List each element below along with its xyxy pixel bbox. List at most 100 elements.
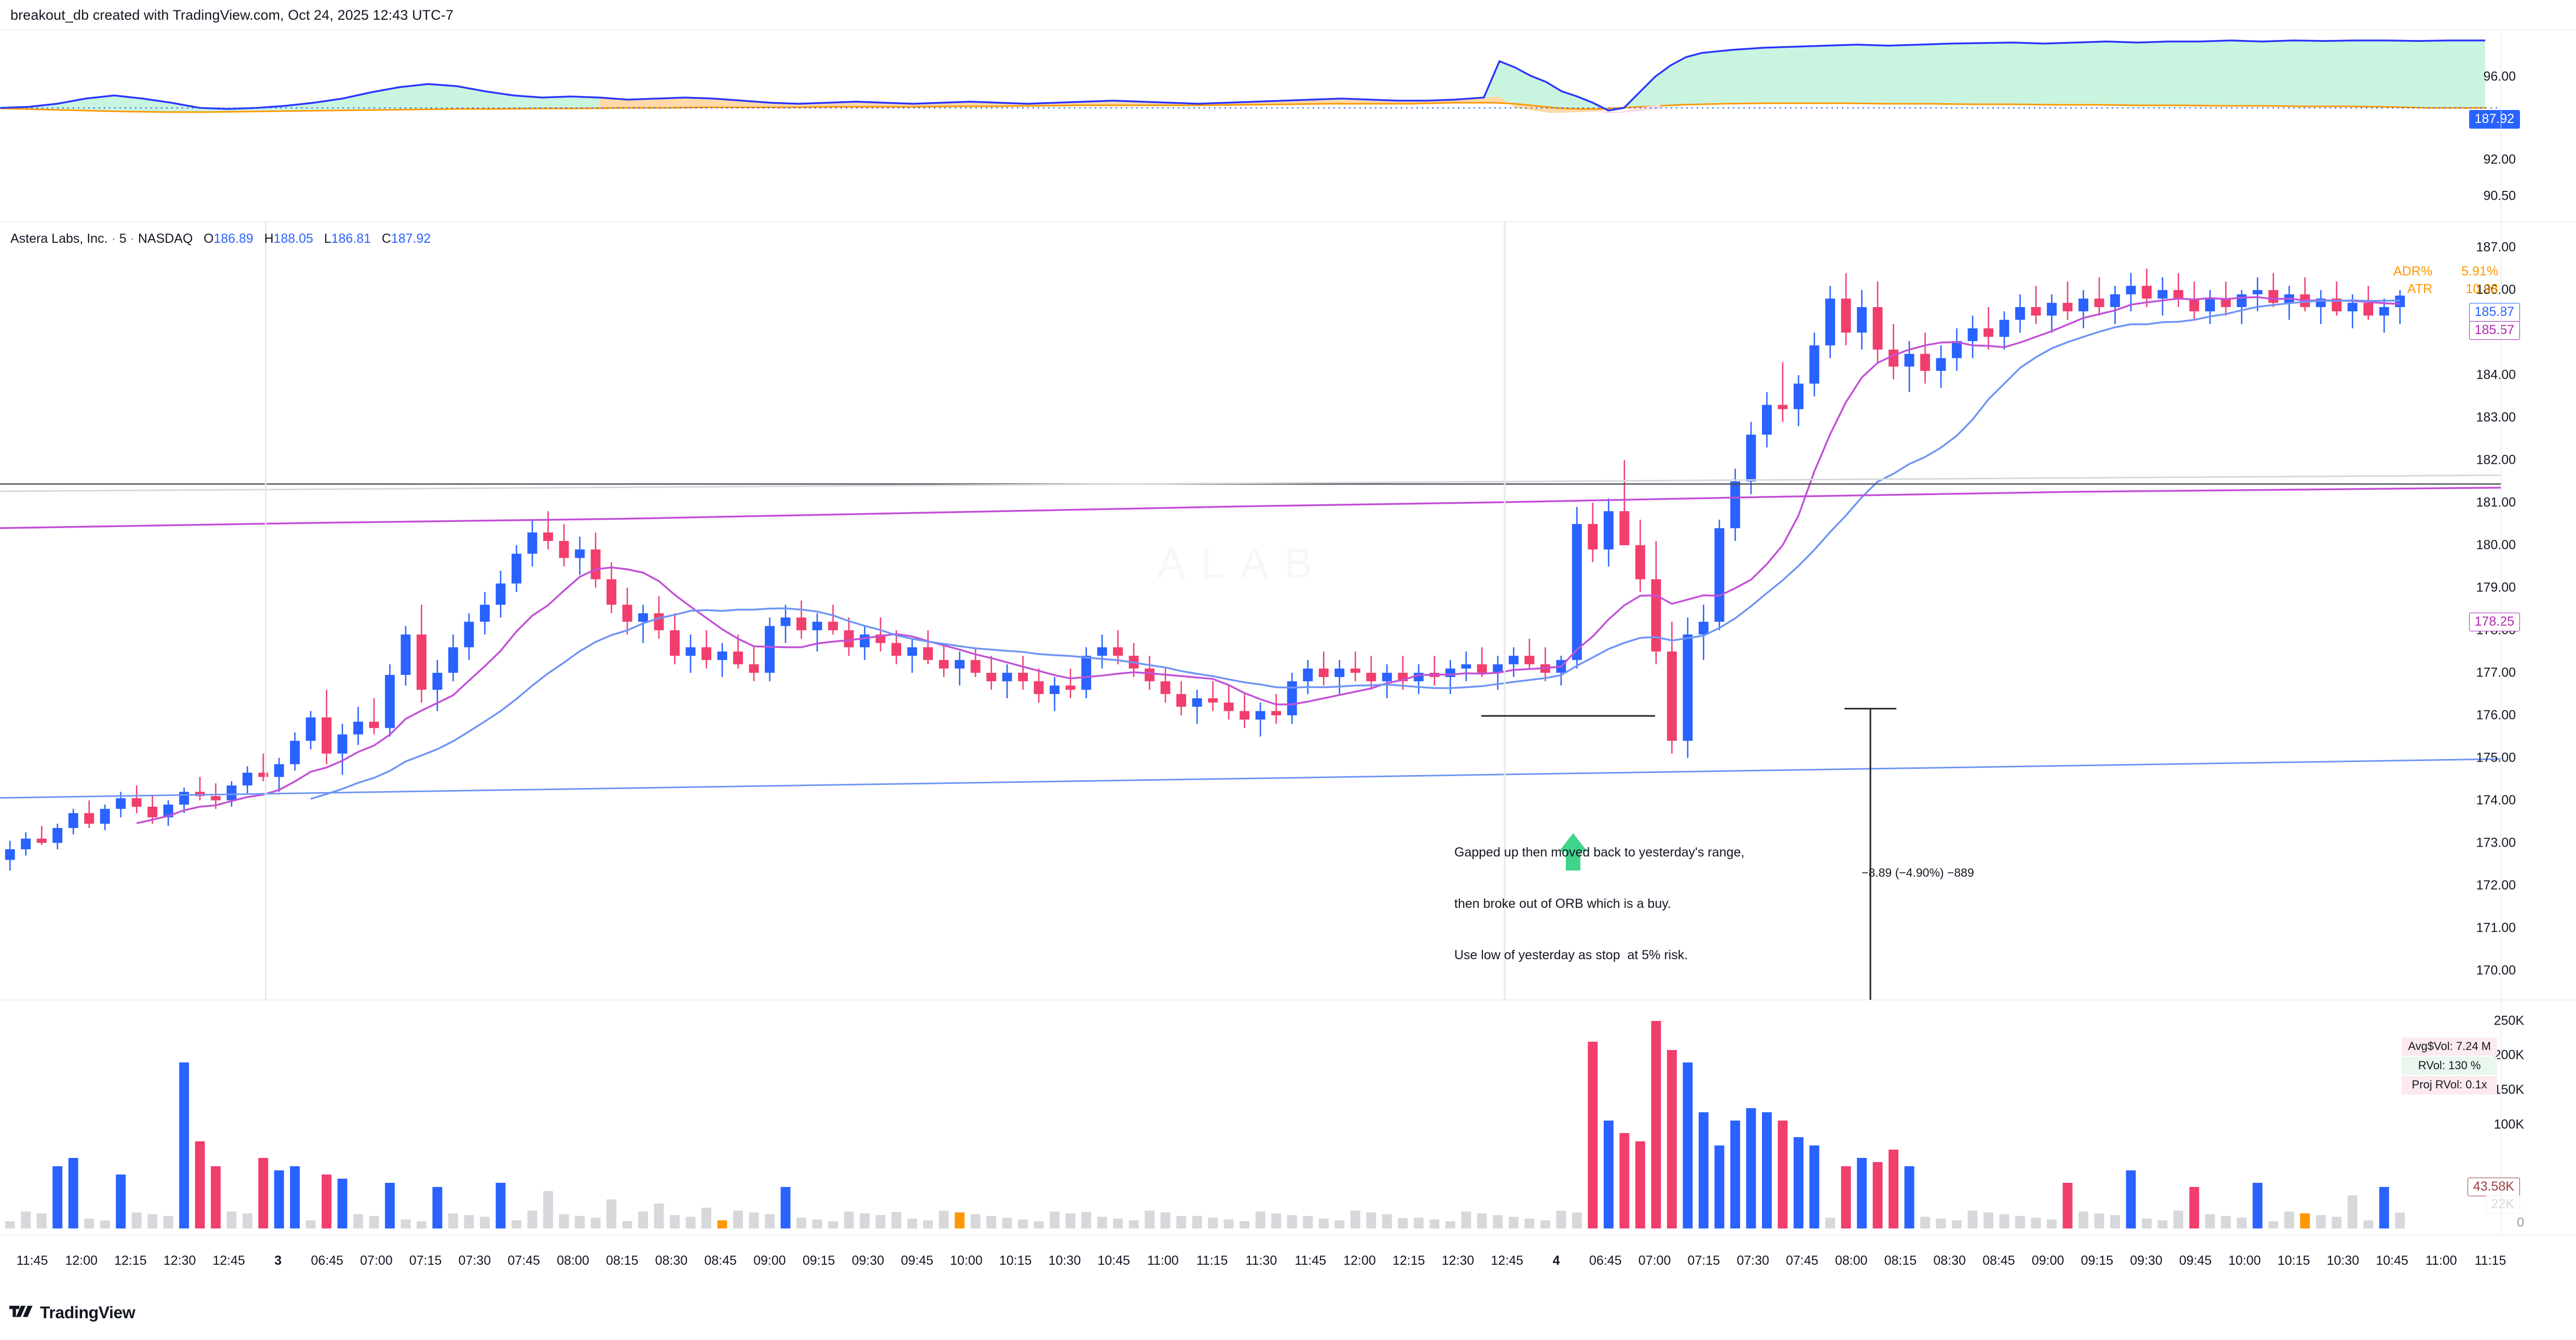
time-axis-tick: 08:45 — [704, 1253, 737, 1268]
volume-bar — [1050, 1211, 1060, 1228]
buy-signal-arrow[interactable] — [1559, 833, 1587, 871]
volume-bar — [432, 1187, 443, 1228]
adr-value: 5.91% — [2461, 264, 2498, 279]
indicator-pane: 96.00 94.00 92.00 90.50 — [0, 30, 2576, 222]
volume-bar — [1809, 1145, 1820, 1228]
volume-badge-average[interactable]: 22K — [2485, 1195, 2520, 1214]
volume-plot-area — [0, 1000, 2501, 1235]
axis-tick-90: 90.50 — [2483, 188, 2516, 203]
level-line-gray — [0, 474, 2501, 492]
price-overlays-svg — [0, 222, 2501, 1000]
volume-bar — [242, 1213, 253, 1228]
atr-value: 10.98 — [2465, 282, 2498, 297]
symbol-interval: 5 — [119, 231, 127, 246]
volume-bar — [1588, 1042, 1598, 1228]
chart-annotation[interactable]: Gapped up then moved back to yesterday's… — [1454, 810, 1744, 998]
header-caption: breakout_db created with TradingView.com… — [10, 7, 454, 23]
price-axis-tick-177-00: 177.00 — [2476, 665, 2516, 680]
annotation-line-1: Gapped up then moved back to yesterday's… — [1454, 845, 1745, 860]
tradingview-mark-icon — [9, 1305, 33, 1317]
indicator-baseline — [0, 102, 2485, 113]
time-axis-tick: 07:30 — [458, 1253, 491, 1268]
time-axis-tick: 11:00 — [2425, 1253, 2457, 1268]
time-axis-tick: 08:30 — [1933, 1253, 1966, 1268]
volume-bar — [1287, 1215, 1297, 1228]
ma-purple-long — [0, 487, 2501, 529]
time-axis-tick: 09:30 — [851, 1253, 885, 1268]
volume-badge-current[interactable]: 43.58K — [2467, 1178, 2520, 1196]
volume-bar — [1255, 1211, 1265, 1228]
volume-bar — [1018, 1219, 1028, 1228]
indicator-green-band — [0, 40, 2485, 112]
time-axis-tick: 08:45 — [1982, 1253, 2015, 1268]
volume-bar — [1128, 1220, 1139, 1228]
time-axis-tick: 09:00 — [2031, 1253, 2064, 1268]
adr-atr-legend[interactable]: ADR% 5.91% ATR 10.98 — [2375, 265, 2498, 300]
time-axis-tick: 11:45 — [16, 1253, 48, 1268]
volume-bar — [2379, 1187, 2389, 1228]
volume-bar — [1572, 1212, 1582, 1228]
volume-bar — [68, 1158, 78, 1228]
volume-stats-legend[interactable]: Avg$Vol: 7.24 M RVol: 130 % Proj RVol: 0… — [2402, 1038, 2497, 1096]
time-axis-tick: 11:15 — [1196, 1253, 1228, 1268]
volume-bar — [1556, 1210, 1566, 1228]
volume-bar — [1746, 1108, 1756, 1228]
annotation-line-3: Use low of yesterday as stop at 5% risk. — [1454, 948, 1688, 962]
volume-bar — [1318, 1218, 1329, 1228]
volume-bar — [2015, 1215, 2026, 1228]
time-axis[interactable]: 11:45 12:00 12:15 12:30 12:45 3 06:45 07:00 07:1… — [0, 1235, 2576, 1282]
axis-tick-96: 96.00 — [2483, 69, 2516, 84]
volume-pane: 250K 200K 150K 100K — [0, 1000, 2576, 1235]
volume-bar — [1920, 1217, 1930, 1228]
volume-bar — [828, 1221, 838, 1228]
volume-bar — [179, 1062, 189, 1228]
volume-bar — [701, 1208, 711, 1228]
volume-bar — [844, 1211, 854, 1228]
volume-bar — [1208, 1218, 1218, 1228]
price-axis-tick-180-00: 180.00 — [2476, 537, 2516, 552]
volume-bar — [1540, 1220, 1550, 1228]
volume-bar — [401, 1219, 411, 1228]
volume-bar — [2110, 1215, 2120, 1228]
time-axis-tick: 12:00 — [1343, 1253, 1376, 1268]
time-axis-tick-session: 3 — [274, 1253, 282, 1268]
volume-axis[interactable]: 250K 200K 150K 100K — [2494, 1000, 2576, 1235]
time-axis-tick: 06:45 — [311, 1253, 343, 1268]
adr-label: ADR% — [2393, 264, 2433, 279]
volume-bar — [1398, 1218, 1408, 1228]
volume-bar — [448, 1213, 458, 1228]
atr-label: ATR — [2407, 282, 2433, 297]
volume-bar — [1097, 1217, 1107, 1228]
volume-bar — [1081, 1212, 1092, 1228]
tradingview-logo[interactable]: TradingView — [9, 1303, 135, 1322]
volume-bar — [226, 1211, 237, 1228]
annotation-line-2: then broke out of ORB which is a buy. — [1454, 896, 1671, 911]
ma-badge-185-57[interactable]: 185.57 — [2469, 321, 2520, 340]
ma-badge-185-87[interactable]: 185.87 — [2469, 303, 2520, 322]
symbol-legend[interactable]: Astera Labs, Inc. · 5 · NASDAQ O186.89 H… — [10, 231, 431, 246]
volume-bar — [369, 1215, 379, 1228]
volume-bar — [1034, 1221, 1044, 1228]
volume-bar — [464, 1215, 474, 1228]
time-axis-tick: 12:15 — [1392, 1253, 1425, 1268]
volume-bar — [2332, 1217, 2342, 1228]
time-axis-tick: 08:30 — [655, 1253, 688, 1268]
ma-badge-178-25[interactable]: 178.25 — [2469, 613, 2520, 631]
volume-bar — [654, 1204, 664, 1228]
volume-bar — [1429, 1219, 1440, 1228]
volume-bar — [1857, 1158, 1867, 1228]
volume-bar — [780, 1187, 791, 1228]
measure-ruler — [1844, 708, 1896, 1000]
volume-bar — [52, 1166, 63, 1228]
volume-bar — [1967, 1210, 1978, 1228]
volume-bar — [638, 1211, 648, 1228]
last-price-badge[interactable]: 187.92 — [2469, 110, 2520, 129]
volume-bar — [765, 1214, 775, 1228]
ma-slow-20 — [310, 299, 2400, 800]
time-axis-tick: 10:00 — [950, 1253, 983, 1268]
time-axis-tick: 10:30 — [2326, 1253, 2359, 1268]
volume-bar — [1461, 1211, 1471, 1228]
volume-bar — [479, 1217, 490, 1228]
volume-bar — [2189, 1187, 2199, 1228]
